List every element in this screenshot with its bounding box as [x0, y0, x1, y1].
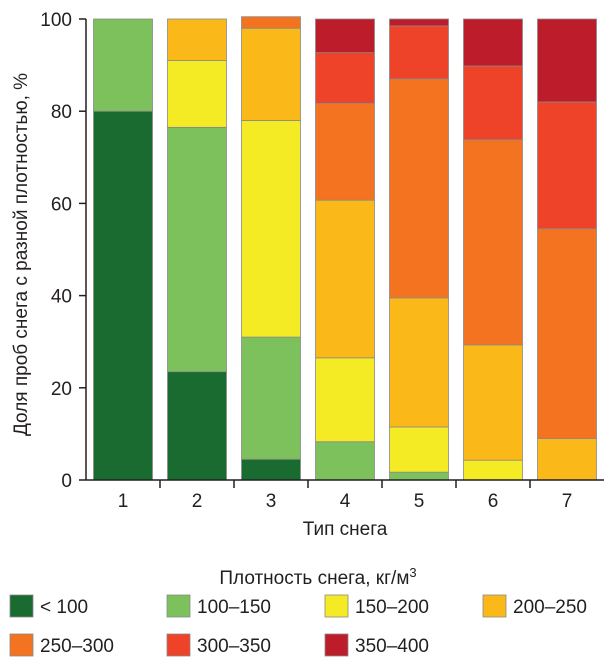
legend-title: Плотность снега, кг/м3 — [219, 565, 416, 590]
bar-segment-cat7-series6 — [537, 101, 597, 230]
legend-item-3: 150–200 — [324, 594, 429, 618]
bar-segment-cat6-series3 — [463, 459, 523, 481]
x-ticks-group: 1 2 3 4 5 6 7 — [118, 480, 573, 512]
bar-segment-cat6-series7 — [463, 18, 523, 67]
bar-segment-cat4-series2 — [315, 441, 375, 481]
bar-segment-cat2-series1 — [167, 371, 227, 481]
y-tick-label-40: 40 — [51, 287, 72, 308]
legend-label-1: < 100 — [40, 597, 88, 618]
bar-segment-cat3-series5 — [241, 16, 301, 29]
y-tick-label-0: 0 — [61, 471, 72, 492]
legend-swatch-1 — [9, 594, 34, 618]
legend-swatch-5 — [9, 633, 34, 657]
x-axis-title: Тип снега — [303, 519, 388, 540]
y-tick-label-100: 100 — [40, 10, 72, 31]
bar-segment-cat1-series2 — [93, 18, 153, 112]
legend-item-5: 250–300 — [9, 633, 114, 657]
bar-segment-cat2-series3 — [167, 60, 227, 128]
y-tick-label-20: 20 — [51, 379, 72, 400]
bar-segment-cat3-series4 — [241, 27, 301, 121]
bar-segment-cat1-series1 — [93, 110, 153, 481]
bar-segment-cat6-series6 — [463, 65, 523, 141]
x-tick-label-1: 1 — [118, 491, 129, 512]
x-tick-label-2: 2 — [192, 491, 203, 512]
legend-label-4: 200–250 — [513, 597, 587, 618]
bar-segment-cat2-series4 — [167, 18, 227, 61]
legend-title-text: Плотность снега, кг/м — [219, 568, 409, 589]
legend-swatch-3 — [324, 594, 349, 618]
bar-segment-cat6-series5 — [463, 139, 523, 346]
legend: < 100 100–150 150–200 200–250 250–300 300–350… — [9, 594, 587, 657]
bar-segment-cat5-series5 — [389, 78, 449, 299]
x-tick-label-6: 6 — [488, 491, 499, 512]
bar-segment-cat7-series7 — [537, 18, 597, 103]
x-tick-label-3: 3 — [266, 491, 277, 512]
axes-group — [85, 19, 604, 481]
legend-swatch-4 — [482, 594, 507, 618]
bar-segment-cat6-series4 — [463, 344, 523, 461]
x-tick-label-5: 5 — [414, 491, 425, 512]
legend-title-superscript: 3 — [409, 565, 416, 580]
bar-segment-cat3-series1 — [241, 458, 301, 481]
bar-segment-cat7-series4 — [537, 438, 597, 481]
legend-swatch-2 — [166, 594, 191, 618]
bar-segment-cat5-series2 — [389, 471, 449, 481]
legend-label-5: 250–300 — [40, 636, 114, 657]
legend-item-6: 300–350 — [166, 633, 271, 657]
y-ticks-group: 0 20 40 60 80 100 — [40, 10, 86, 492]
y-tick-label-80: 80 — [51, 102, 72, 123]
bar-segment-cat4-series3 — [315, 357, 375, 443]
y-axis-title: Доля проб снега с разной плотностью, % — [11, 73, 32, 436]
bars-group — [93, 16, 597, 481]
bar-segment-cat2-series2 — [167, 126, 227, 373]
bar-segment-cat4-series5 — [315, 102, 375, 201]
bar-segment-cat4-series6 — [315, 52, 375, 104]
bar-segment-cat5-series6 — [389, 25, 449, 80]
bar-segment-cat4-series4 — [315, 199, 375, 359]
legend-item-4: 200–250 — [482, 594, 587, 618]
x-tick-label-7: 7 — [562, 491, 573, 512]
bar-segment-cat5-series4 — [389, 297, 449, 428]
bar-segment-cat5-series7 — [389, 18, 449, 27]
bar-segment-cat4-series7 — [315, 18, 375, 54]
legend-label-6: 300–350 — [197, 636, 271, 657]
bar-segment-cat5-series3 — [389, 426, 449, 473]
legend-label-7: 350–400 — [355, 636, 429, 657]
legend-item-7: 350–400 — [324, 633, 429, 657]
bar-segment-cat7-series5 — [537, 228, 597, 439]
legend-swatch-7 — [324, 633, 349, 657]
legend-swatch-6 — [166, 633, 191, 657]
bar-segment-cat3-series2 — [241, 336, 301, 460]
legend-label-3: 150–200 — [355, 597, 429, 618]
legend-label-2: 100–150 — [197, 597, 271, 618]
bar-segment-cat3-series3 — [241, 120, 301, 338]
x-tick-label-4: 4 — [340, 491, 351, 512]
legend-item-1: < 100 — [9, 594, 88, 618]
legend-item-2: 100–150 — [166, 594, 271, 618]
y-tick-label-60: 60 — [51, 194, 72, 215]
